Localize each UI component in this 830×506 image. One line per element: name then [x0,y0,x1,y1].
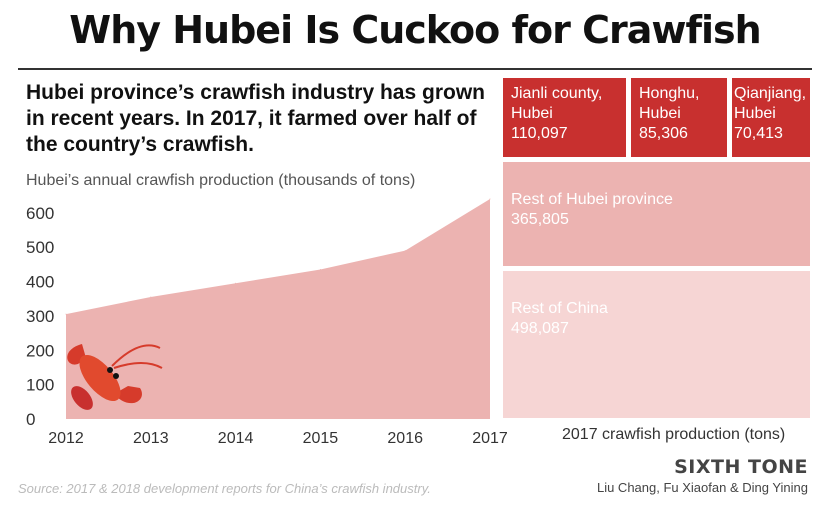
x-tick-label: 2017 [472,430,508,447]
treemap-cell-value: 70,413 [734,125,783,142]
area-point [65,313,67,315]
subtitle: Hubei province’s crawfish industry has g… [26,81,485,156]
treemap-cell-label: Honghu, Hubei [639,85,700,122]
treemap-cell: Rest of China 498,087 [503,271,810,418]
treemap-cell-label: Jianli county, Hubei [511,85,603,122]
area-series [66,199,490,419]
treemap-cell-value: 498,087 [511,320,569,337]
x-tick-label: 2012 [48,430,84,447]
x-tick-label: 2015 [303,430,339,447]
treemap-cell-value: 365,805 [511,211,569,228]
page-title: Why Hubei Is Cuckoo for Crawfish [69,8,761,52]
y-tick-label: 200 [26,341,54,360]
x-tick-label: 2013 [133,430,169,447]
treemap-cell-label: Qianjiang, Hubei [734,85,807,122]
y-tick-label: 100 [26,376,54,395]
crawfish-left-icon [67,344,163,410]
y-tick-label: 300 [26,307,54,326]
credits: Liu Chang, Fu Xiaofan & Ding Yining [596,480,808,495]
treemap-cell-value: 85,306 [639,125,688,142]
source-note: Source: 2017 & 2018 development reports … [18,481,431,496]
treemap-cell: Honghu, Hubei 85,306 [631,78,727,157]
y-tick-label: 0 [26,410,35,429]
treemap-cell-label: Rest of China [511,300,608,317]
y-tick-label: 400 [26,273,54,292]
treemap-axis-label: 2017 crawfish production (tons) [562,426,786,443]
treemap-cell-value: 110,097 [511,125,568,142]
area-point [235,282,237,284]
area-point [319,268,321,270]
area-point [489,198,491,200]
brand-logo: SIXTH TONE [674,456,808,478]
y-tick-label: 500 [26,238,54,257]
area-point [150,296,152,298]
treemap-cell-label: Rest of Hubei province [511,191,673,208]
area-point [404,250,406,252]
x-tick-label: 2016 [387,430,423,447]
treemap-cell: Rest of Hubei province 365,805 [503,162,810,266]
treemap-cell: Jianli county, Hubei 110,097 [503,78,626,157]
x-tick-label: 2014 [218,430,254,447]
y-tick-label: 600 [26,204,54,223]
treemap-cell: Qianjiang, Hubei 70,413 [732,78,810,157]
title-divider [18,68,812,70]
area-chart-title: Hubei’s annual crawfish production (thou… [26,172,416,189]
